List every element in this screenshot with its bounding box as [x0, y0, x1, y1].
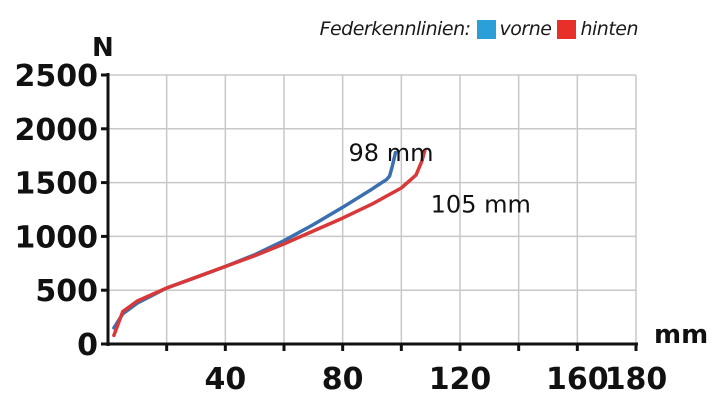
- legend-swatch-hinten: [557, 19, 577, 39]
- legend: Federkennlinien: vorne hinten: [319, 18, 639, 40]
- x-axis-label: mm: [654, 320, 708, 350]
- y-tick-label: 500: [35, 274, 98, 309]
- legend-swatch-vorne: [476, 19, 496, 39]
- y-tick-label: 0: [77, 328, 98, 363]
- x-tick-label: 40: [204, 362, 246, 397]
- y-tick-label: 2500: [15, 59, 99, 94]
- series-line-hinten: [112, 148, 427, 338]
- x-tick-label: 120: [429, 362, 492, 397]
- y-tick-labels: 0 500 1000 1500 2000 2500: [15, 59, 99, 363]
- y-tick-label: 2000: [15, 113, 99, 148]
- x-tick-label: 180: [605, 362, 668, 397]
- legend-title: Federkennlinien:: [319, 18, 471, 40]
- y-tick-label: 1000: [15, 220, 99, 255]
- legend-label-hinten: hinten: [580, 18, 638, 40]
- annotation-label: 98 mm: [349, 139, 434, 167]
- y-tick-label: 1500: [15, 167, 99, 202]
- axes: [101, 73, 638, 351]
- series-line-vorne: [112, 150, 398, 330]
- annotations: 98 mm 105 mm: [349, 139, 531, 219]
- grid: [108, 74, 637, 344]
- series-lines: [112, 148, 427, 338]
- x-tick-label: 160: [546, 362, 609, 397]
- x-tick-label: 80: [322, 362, 364, 397]
- legend-label-vorne: vorne: [499, 18, 552, 40]
- y-axis-label: N: [92, 33, 114, 63]
- annotation-label: 105 mm: [431, 191, 531, 219]
